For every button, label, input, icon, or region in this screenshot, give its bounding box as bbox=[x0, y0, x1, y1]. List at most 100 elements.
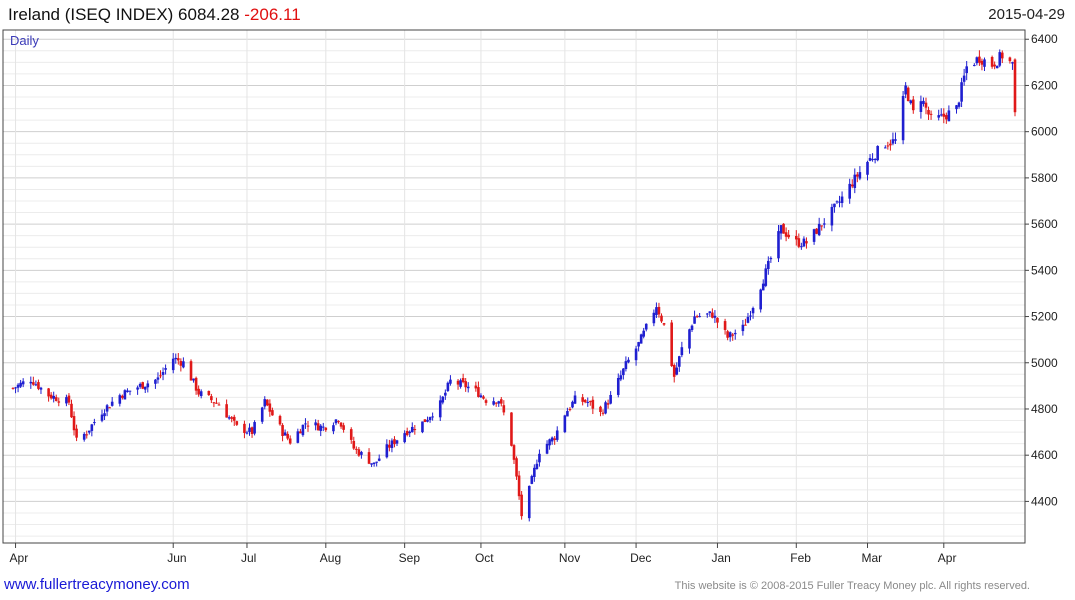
candle-down bbox=[945, 115, 948, 120]
candle-up bbox=[922, 100, 925, 105]
candle-down bbox=[72, 416, 76, 431]
candle-up bbox=[479, 395, 483, 398]
candle-up bbox=[65, 397, 68, 404]
x-tick-label: Oct bbox=[475, 551, 494, 565]
candle-up bbox=[566, 411, 569, 417]
candle-down bbox=[217, 404, 221, 406]
candle-down bbox=[520, 494, 523, 517]
candle-down bbox=[337, 421, 340, 423]
candle-up bbox=[876, 145, 879, 161]
candle-up bbox=[52, 395, 55, 399]
candle-down bbox=[553, 438, 556, 440]
candle-up bbox=[245, 432, 249, 434]
candle-up bbox=[227, 417, 231, 419]
y-tick-label: 4800 bbox=[1031, 402, 1058, 416]
candle-up bbox=[375, 461, 378, 463]
candle-down bbox=[695, 316, 699, 318]
candle-up bbox=[957, 102, 961, 107]
candle-up bbox=[377, 458, 381, 461]
candle-up bbox=[800, 246, 803, 248]
x-axis: Apr Jun Jul Aug Sep Oct Nov Dec Jan Feb Mar Apr bbox=[10, 543, 956, 565]
candle-down bbox=[942, 113, 946, 117]
website-link[interactable]: www.fullertreacymoney.com bbox=[4, 576, 190, 593]
candle-down bbox=[993, 64, 996, 67]
candle-up bbox=[304, 423, 307, 425]
candle-down bbox=[672, 364, 676, 377]
candle-up bbox=[962, 75, 966, 82]
candle-up bbox=[390, 440, 394, 449]
candle-down bbox=[141, 382, 145, 389]
candle-up bbox=[421, 421, 424, 433]
candle-up bbox=[403, 433, 406, 443]
candle-down bbox=[250, 427, 254, 435]
candle-up bbox=[138, 383, 142, 387]
candle-up bbox=[321, 426, 325, 428]
candle-down bbox=[568, 409, 572, 411]
candle-up bbox=[385, 444, 389, 458]
y-tick-label: 6400 bbox=[1031, 32, 1058, 46]
x-tick-label: Aug bbox=[320, 551, 341, 565]
candle-down bbox=[583, 399, 587, 403]
candle-up bbox=[848, 183, 851, 199]
candle-down bbox=[794, 235, 798, 240]
candle-down bbox=[856, 174, 859, 177]
candle-up bbox=[690, 325, 694, 330]
candle-up bbox=[492, 401, 495, 405]
y-tick-label: 5600 bbox=[1031, 217, 1058, 231]
candle-up bbox=[751, 308, 755, 314]
candle-up bbox=[283, 432, 287, 436]
candle-down bbox=[194, 377, 198, 391]
candle-up bbox=[680, 347, 684, 356]
candle-down bbox=[456, 380, 460, 385]
candle-down bbox=[339, 422, 343, 427]
candle-down bbox=[588, 401, 592, 403]
candle-up bbox=[858, 172, 862, 179]
candle-down bbox=[980, 60, 984, 65]
candle-up bbox=[901, 95, 905, 141]
candle-down bbox=[782, 223, 785, 234]
x-tick-label: Sep bbox=[399, 551, 421, 565]
candle-up bbox=[708, 311, 712, 314]
candle-down bbox=[494, 402, 498, 404]
candle-down bbox=[266, 399, 269, 406]
candle-down bbox=[599, 406, 602, 413]
candle-down bbox=[230, 417, 234, 419]
candle-up bbox=[891, 139, 895, 144]
candle-up bbox=[965, 66, 968, 74]
candle-down bbox=[268, 403, 272, 412]
candle-up bbox=[410, 426, 414, 433]
candle-down bbox=[37, 382, 40, 389]
x-tick-label: Feb bbox=[790, 551, 811, 565]
candle-up bbox=[769, 257, 773, 260]
candle-up bbox=[16, 384, 20, 388]
candle-up bbox=[830, 206, 834, 226]
candle-up bbox=[253, 422, 256, 434]
candle-down bbox=[423, 419, 427, 423]
candle-up bbox=[105, 405, 109, 412]
candle-up bbox=[563, 415, 567, 433]
price-change: -206.11 bbox=[244, 5, 301, 24]
candle-down bbox=[357, 449, 361, 456]
candle-up bbox=[1011, 62, 1014, 64]
candle-up bbox=[199, 391, 203, 396]
candle-up bbox=[34, 384, 38, 386]
candle-up bbox=[538, 453, 541, 463]
candle-down bbox=[225, 404, 228, 418]
candle-up bbox=[609, 394, 612, 404]
candle-down bbox=[670, 322, 673, 367]
candle-down bbox=[11, 387, 15, 389]
candle-up bbox=[171, 358, 175, 371]
candle-up bbox=[678, 356, 681, 367]
candle-down bbox=[70, 403, 73, 418]
candle-up bbox=[128, 390, 132, 392]
candles-layer bbox=[11, 49, 1017, 522]
candle-up bbox=[637, 342, 640, 347]
candle-up bbox=[652, 312, 656, 324]
candle-down bbox=[784, 232, 788, 237]
chart-title-text: Ireland (ISEQ INDEX) 6084.28 bbox=[8, 5, 240, 24]
candle-up bbox=[655, 307, 658, 315]
candle-up bbox=[868, 158, 872, 161]
x-tick-label: Dec bbox=[630, 551, 651, 565]
candle-up bbox=[372, 462, 376, 465]
